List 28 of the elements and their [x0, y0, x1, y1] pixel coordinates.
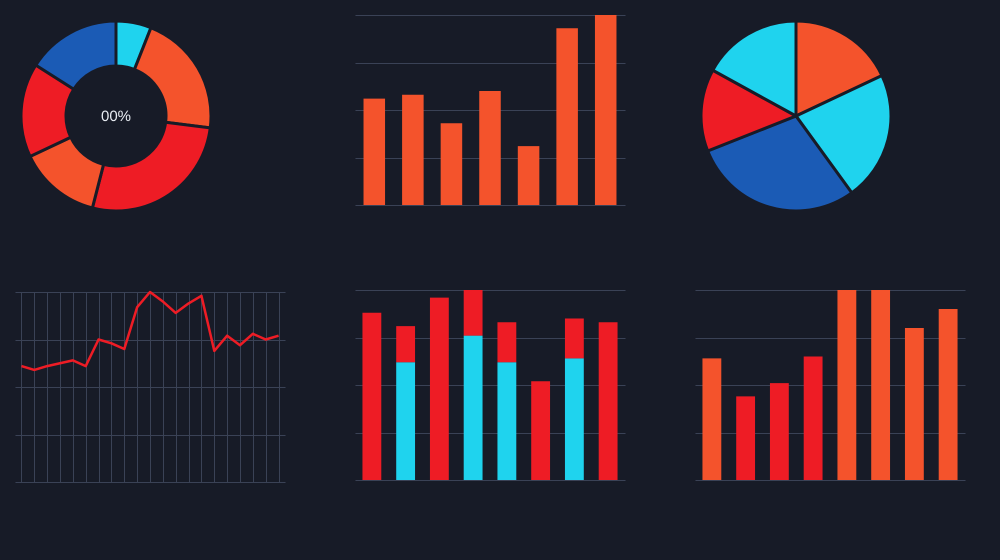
bar: [564, 358, 584, 480]
bar: [364, 98, 386, 205]
bar: [770, 383, 789, 480]
bar: [402, 94, 424, 205]
bar: [702, 358, 722, 480]
bar: [396, 326, 416, 362]
bar: [396, 362, 416, 480]
text: 00%: [100, 108, 132, 125]
bar: [464, 290, 483, 336]
bar: [736, 396, 756, 480]
bar: [479, 91, 501, 205]
bar: [837, 290, 856, 480]
bar: [594, 15, 616, 205]
bar: [938, 309, 958, 480]
bar: [518, 146, 540, 205]
bar: [564, 318, 584, 358]
bar: [464, 336, 483, 480]
bar: [904, 328, 924, 480]
bar: [362, 312, 382, 480]
bar: [531, 381, 550, 480]
bar: [556, 28, 578, 205]
bar: [440, 123, 462, 205]
bar: [430, 298, 449, 480]
bar: [804, 356, 823, 480]
bar: [871, 290, 890, 480]
bar: [497, 362, 516, 480]
bar: [598, 322, 618, 480]
bar: [497, 322, 516, 362]
